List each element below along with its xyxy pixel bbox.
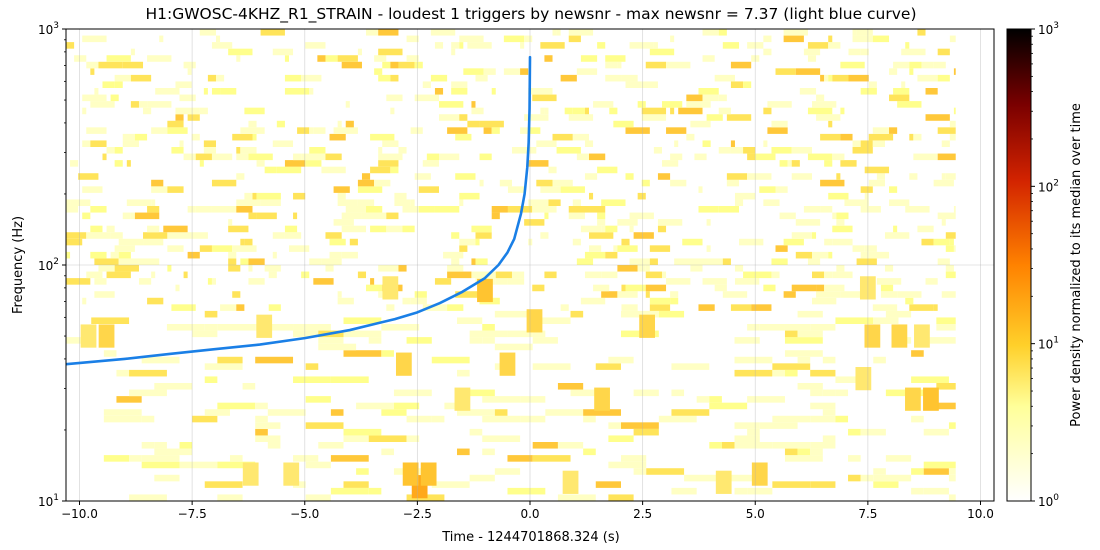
hot-spot xyxy=(454,387,471,411)
trigger-curve xyxy=(66,55,532,366)
x-tick-label: 0.0 xyxy=(520,507,539,521)
colorbar: 100 101 102 103 Power density normalized to… xyxy=(1006,21,1084,509)
y-tick-label: 103 xyxy=(38,21,59,37)
x-tick-label: 7.5 xyxy=(858,507,877,521)
hot-spot xyxy=(923,387,939,411)
x-tick-label: 2.5 xyxy=(633,507,652,521)
hot-spot xyxy=(594,387,610,411)
colorbar-tick-label: 103 xyxy=(1038,21,1059,37)
hot-spot xyxy=(905,387,921,411)
y-tick-label: 101 xyxy=(38,493,59,509)
hot-spot xyxy=(477,278,493,303)
colorbar-gradient xyxy=(1007,29,1031,501)
y-tick-label: 102 xyxy=(38,257,59,273)
hot-spot xyxy=(526,309,543,333)
x-tick-label: 5.0 xyxy=(746,507,765,521)
hot-spot xyxy=(715,470,732,494)
chart-title: H1:GWOSC-4KHZ_R1_STRAIN - loudest 1 trig… xyxy=(145,5,916,24)
y-axis: 101 102 103 xyxy=(38,21,66,509)
hot-spot xyxy=(402,462,419,486)
x-tick-label: −10.0 xyxy=(61,507,98,521)
hot-spot xyxy=(420,462,437,486)
hot-spot xyxy=(283,462,300,486)
colorbar-tick-label: 101 xyxy=(1038,336,1059,352)
colorbar-label: Power density normalized to its median o… xyxy=(1069,103,1084,427)
hot-spot xyxy=(382,276,399,300)
hot-spot xyxy=(639,314,656,338)
hot-spot xyxy=(242,462,259,486)
x-tick-label: 10.0 xyxy=(967,507,994,521)
y-axis-label: Frequency (Hz) xyxy=(11,216,26,314)
hot-spot xyxy=(751,462,768,486)
hot-spot xyxy=(891,324,908,348)
plot-area xyxy=(65,28,995,502)
hot-spot xyxy=(562,470,579,494)
colorbar-ticks: 100 101 102 103 xyxy=(1031,21,1059,509)
hot-spot xyxy=(80,324,97,348)
hot-spot xyxy=(855,367,872,391)
x-tick-label: −5.0 xyxy=(290,507,319,521)
hot-spot xyxy=(864,324,881,348)
colorbar-frame xyxy=(1006,28,1032,502)
x-tick-label: −7.5 xyxy=(178,507,207,521)
hot-spot xyxy=(256,314,273,338)
x-tick-label: −2.5 xyxy=(403,507,432,521)
hot-spot xyxy=(499,352,516,376)
trigger-curve-layer xyxy=(66,55,532,366)
x-axis: −10.0 −7.5 −5.0 −2.5 0.0 2.5 5.0 7.5 10.0 xyxy=(61,501,994,521)
hot-spot xyxy=(859,276,876,300)
hot-spot xyxy=(395,352,412,376)
hot-spot xyxy=(98,324,115,348)
colorbar-tick-label: 102 xyxy=(1038,178,1059,194)
colorbar-tick-label: 100 xyxy=(1038,493,1059,509)
x-axis-label: Time - 1244701868.324 (s) xyxy=(441,530,619,545)
spectrogram-pixels xyxy=(66,29,956,501)
hot-spot xyxy=(914,324,930,348)
